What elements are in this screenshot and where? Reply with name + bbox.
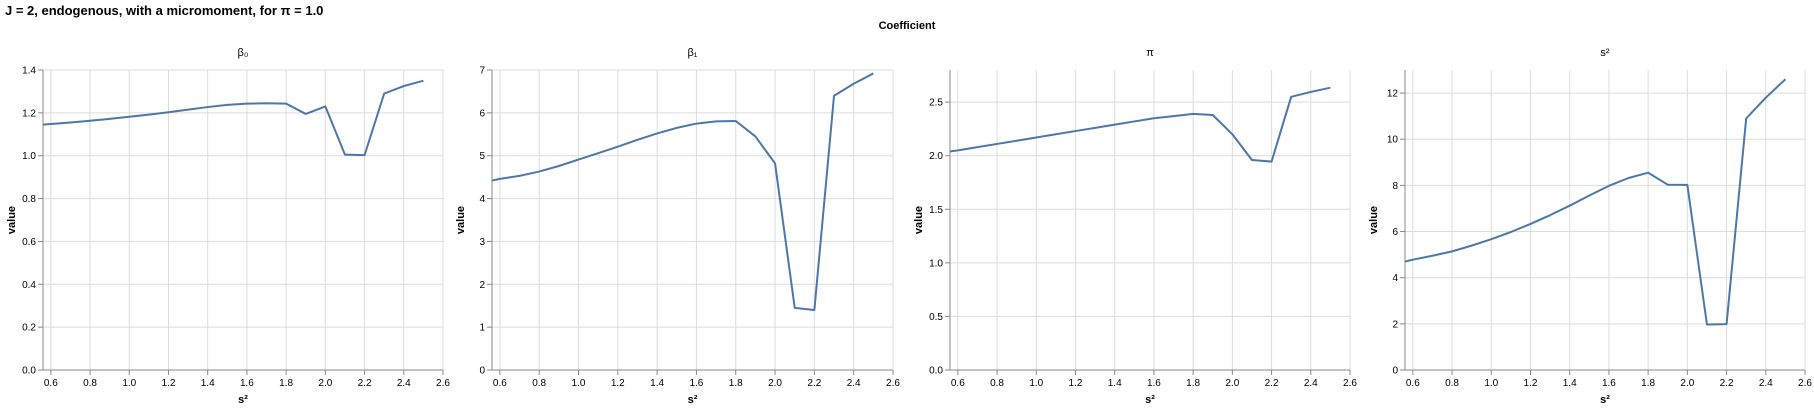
x-axis-label: s² (688, 394, 698, 406)
x-tick-label: 1.4 (650, 378, 664, 389)
y-tick-label: 1.5 (929, 205, 943, 216)
y-tick-label: 8 (1392, 181, 1398, 192)
x-tick-label: 2.0 (1225, 378, 1239, 389)
x-tick-label: 1.8 (1641, 378, 1655, 389)
y-tick-label: 1.2 (22, 108, 36, 119)
x-tick-label: 1.0 (1029, 378, 1043, 389)
y-tick-label: 0.0 (929, 366, 943, 377)
y-tick-label: 4 (479, 194, 485, 205)
x-axis-label: s² (1145, 394, 1155, 406)
x-tick-label: 2.4 (1759, 378, 1773, 389)
y-tick-label: 0.8 (22, 194, 36, 205)
x-tick-label: 2.4 (1304, 378, 1318, 389)
x-tick-label: 1.4 (1563, 378, 1577, 389)
x-axis-label: s² (1600, 394, 1610, 406)
y-tick-label: 1.0 (22, 151, 36, 162)
y-tick-label: 12 (1387, 89, 1399, 100)
x-tick-label: 0.6 (44, 378, 58, 389)
facet-header: Coefficient (878, 20, 936, 32)
x-tick-label: 1.8 (729, 378, 743, 389)
x-tick-label: 1.6 (1602, 378, 1616, 389)
panel-title: β₀ (238, 47, 249, 59)
y-tick-label: 5 (479, 151, 485, 162)
x-tick-label: 2.0 (768, 378, 782, 389)
series-line (491, 72, 874, 311)
panel-title: β₁ (687, 47, 697, 59)
x-tick-label: 2.6 (886, 378, 900, 389)
y-tick-label: 3 (479, 237, 485, 248)
chart-panel-1: 0.0 0.2 0.4 0.6 0.8 1.0 1.2 1.4 0.6 0.8 1.0 1.2 1.4 1… (6, 47, 450, 406)
y-tick-label: 2 (479, 280, 485, 291)
x-tick-label: 1.2 (1524, 378, 1538, 389)
x-tick-label: 2.0 (1680, 378, 1694, 389)
y-axis-label: value (455, 206, 467, 234)
x-tick-label: 0.6 (1406, 378, 1420, 389)
x-tick-label: 2.2 (1265, 378, 1279, 389)
y-tick-label: 1 (479, 323, 485, 334)
y-tick-label: 0.5 (929, 312, 943, 323)
y-tick-label: 0.4 (22, 280, 36, 291)
chart-panel-2: 0 1 2 3 4 5 6 7 0.6 0.8 1.0 1.2 1.4 1.6 1.8 2.0 2.2 2.4 2.… (455, 47, 900, 406)
x-tick-label: 0.8 (532, 378, 546, 389)
y-tick-label: 6 (479, 108, 485, 119)
y-tick-label: 2 (1392, 319, 1398, 330)
y-tick-label: 2.0 (929, 151, 943, 162)
x-tick-label: 1.6 (240, 378, 254, 389)
y-tick-label: 2.5 (929, 98, 943, 109)
y-tick-label: 0.6 (22, 237, 36, 248)
x-tick-label: 1.0 (122, 378, 136, 389)
series-line (949, 86, 1331, 163)
x-tick-label: 1.0 (1484, 378, 1498, 389)
y-axis-label: value (1368, 206, 1380, 234)
y-tick-label: 4 (1392, 273, 1398, 284)
y-tick-label: 0 (479, 366, 485, 377)
x-tick-label: 1.6 (689, 378, 703, 389)
x-tick-label: 1.6 (1147, 378, 1161, 389)
x-tick-label: 2.2 (358, 378, 372, 389)
chart-panel-3: 0.0 0.5 1.0 1.5 2.0 2.5 0.6 0.8 1.0 1.2 1.4 1.6 1.8 2… (913, 47, 1357, 406)
x-tick-label: 0.6 (951, 378, 965, 389)
x-axis-label: s² (238, 394, 248, 406)
panel-title: s² (1600, 47, 1610, 59)
x-tick-label: 2.4 (847, 378, 861, 389)
x-tick-label: 1.8 (279, 378, 293, 389)
y-tick-label: 0.2 (22, 323, 36, 334)
panel-title: π (1146, 47, 1154, 59)
x-tick-label: 2.6 (1798, 378, 1812, 389)
x-tick-label: 2.6 (436, 378, 450, 389)
y-tick-label: 10 (1387, 135, 1399, 146)
y-tick-label: 6 (1392, 227, 1398, 238)
y-tick-label: 1.0 (929, 258, 943, 269)
x-tick-label: 0.6 (493, 378, 507, 389)
x-tick-label: 2.0 (318, 378, 332, 389)
y-axis-label: value (913, 206, 925, 234)
x-tick-label: 0.8 (83, 378, 97, 389)
y-axis-label: value (6, 206, 18, 234)
y-tick-label: 0 (1392, 366, 1398, 377)
y-tick-label: 0.0 (22, 366, 36, 377)
x-tick-label: 1.4 (1108, 378, 1122, 389)
x-tick-label: 1.4 (201, 378, 215, 389)
x-tick-label: 0.8 (1445, 378, 1459, 389)
series-line (42, 79, 424, 157)
y-tick-label: 1.4 (22, 66, 36, 77)
x-tick-label: 0.8 (990, 378, 1004, 389)
x-tick-label: 2.6 (1343, 378, 1357, 389)
x-tick-label: 1.2 (1069, 378, 1083, 389)
x-tick-label: 1.8 (1186, 378, 1200, 389)
x-tick-label: 2.2 (807, 378, 821, 389)
chart-title: J = 2, endogenous, with a micromoment, f… (5, 3, 324, 18)
x-tick-label: 2.2 (1720, 378, 1734, 389)
chart-panel-4: 0 2 4 6 8 10 12 0.6 0.8 1.0 1.2 1.4 1.6 1.8 2.0 2.2 2.4 2… (1368, 47, 1812, 406)
series-line (1404, 78, 1787, 326)
x-tick-label: 1.2 (162, 378, 176, 389)
x-tick-label: 1.0 (572, 378, 586, 389)
y-tick-label: 7 (479, 66, 485, 77)
x-tick-label: 2.4 (397, 378, 411, 389)
x-tick-label: 1.2 (611, 378, 625, 389)
